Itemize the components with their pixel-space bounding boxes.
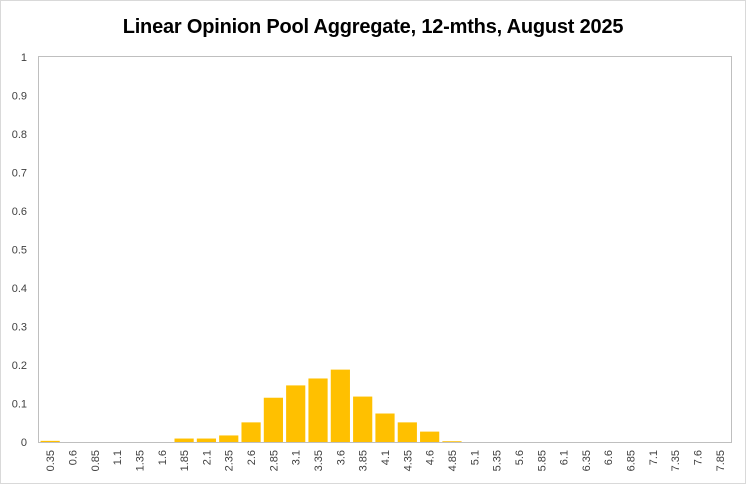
bar [219, 435, 239, 442]
bar [263, 397, 283, 442]
x-tick-label: 4.1 [380, 450, 392, 465]
y-tick-label: 0.2 [12, 360, 27, 372]
x-tick-label: 1.6 [157, 450, 169, 465]
x-tick-label: 5.85 [536, 450, 548, 471]
x-tick-label: 3.6 [335, 450, 347, 465]
x-tick-label: 1.1 [112, 450, 124, 465]
y-tick-label: 0.3 [12, 322, 27, 334]
x-tick-label: 7.85 [715, 450, 727, 471]
y-tick-label: 0.1 [12, 399, 27, 411]
bar [308, 378, 328, 442]
x-tick-label: 6.6 [603, 450, 615, 465]
x-tick-label: 6.85 [626, 450, 638, 471]
x-tick-label: 2.85 [268, 450, 280, 471]
x-tick-label: 3.1 [291, 450, 303, 465]
x-tick-label: 3.85 [358, 450, 370, 471]
y-tick-label: 0.7 [12, 168, 27, 180]
bar [375, 413, 395, 442]
bar [286, 385, 306, 442]
y-tick-label: 0 [21, 437, 27, 449]
bar [40, 440, 60, 442]
x-tick-label: 5.1 [469, 450, 481, 465]
y-tick-label: 0.6 [12, 206, 27, 218]
x-tick-label: 2.1 [201, 450, 213, 465]
x-axis: 0.35 0.6 0.85 1.1 1.35 1.6 1.85 2.1 2.35 2.6 2.85 3… [45, 450, 727, 471]
x-tick-label: 1.85 [179, 450, 191, 471]
bar [196, 438, 217, 442]
x-tick-label: 4.6 [425, 450, 437, 465]
bar [420, 431, 440, 442]
y-tick-label: 0.4 [12, 283, 27, 295]
y-tick-label: 0.8 [12, 129, 27, 141]
bar [330, 369, 350, 442]
bar [397, 422, 417, 442]
x-tick-label: 6.35 [581, 450, 593, 471]
x-tick-label: 6.1 [559, 450, 571, 465]
x-tick-label: 3.35 [313, 450, 325, 471]
bar-series [40, 369, 462, 442]
x-tick-label: 7.1 [648, 450, 660, 465]
x-tick-label: 7.6 [693, 450, 705, 465]
chart-title: Linear Opinion Pool Aggregate, 12-mths, … [122, 16, 624, 38]
bar [241, 422, 261, 442]
x-tick-label: 5.35 [492, 450, 504, 471]
y-tick-label: 0.5 [12, 245, 27, 257]
bar [442, 441, 462, 442]
x-tick-label: 7.35 [670, 450, 682, 471]
x-tick-label: 4.35 [402, 450, 414, 471]
x-tick-label: 4.85 [447, 450, 459, 471]
x-tick-label: 0.6 [67, 450, 79, 465]
x-tick-label: 0.35 [45, 450, 57, 471]
x-tick-label: 2.35 [224, 450, 236, 471]
bar [353, 396, 373, 442]
x-tick-label: 0.85 [90, 450, 102, 471]
y-tick-label: 1 [21, 52, 27, 64]
x-tick-label: 1.35 [134, 450, 146, 471]
plot-area [38, 56, 732, 443]
x-tick-label: 5.6 [514, 450, 526, 465]
bar [174, 438, 194, 442]
x-tick-label: 2.6 [246, 450, 258, 465]
y-axis: 0 0.1 0.2 0.3 0.4 0.5 0.6 0.7 0.8 0.9 1 [12, 52, 27, 449]
y-tick-label: 0.9 [12, 91, 27, 103]
